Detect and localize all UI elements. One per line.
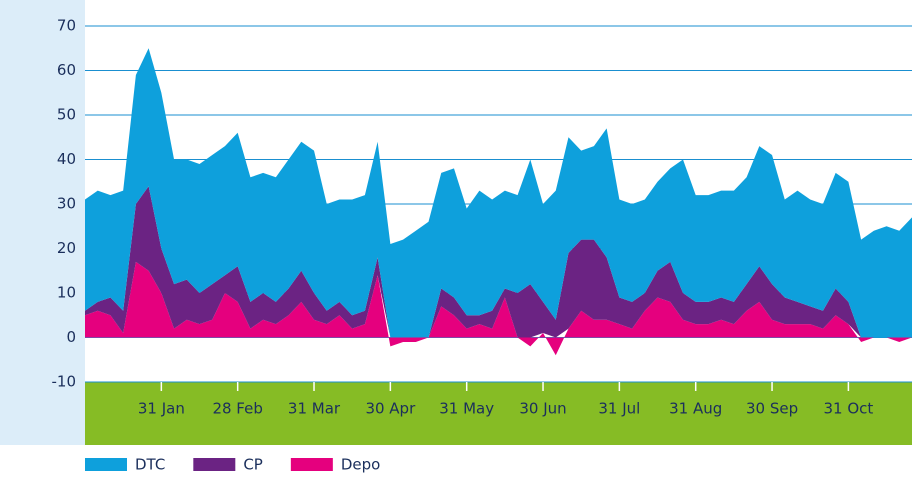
y-tick-label: 30 [57, 195, 76, 213]
x-tick-label: 31 Jul [598, 400, 640, 418]
x-tick-label: 31 Jan [138, 400, 185, 418]
area [85, 186, 912, 338]
area [85, 48, 912, 338]
legend-label: Depo [341, 456, 380, 474]
y-tick-label: 10 [57, 284, 76, 302]
y-tick-label: 50 [57, 106, 76, 124]
x-tick-label: 31 Aug [669, 400, 722, 418]
y-tick-label: 60 [57, 61, 76, 79]
axis-panel [0, 0, 85, 445]
area [85, 261, 912, 356]
areas [85, 48, 912, 356]
x-tick-label: 30 Sep [746, 400, 798, 418]
y-tick-label: 40 [57, 150, 76, 168]
x-tick-label: 30 Jun [519, 400, 566, 418]
y-tick-label: 0 [66, 328, 76, 346]
legend: DTC CP Depo [85, 456, 380, 474]
legend-swatch [290, 458, 333, 471]
legend-label: CP [243, 456, 263, 474]
legend-swatch [85, 458, 127, 471]
legend-label: DTC [135, 456, 165, 474]
x-tick-label: 28 Feb [212, 400, 262, 418]
y-tick-label: 20 [57, 239, 76, 257]
x-tick-label: 31 Mar [288, 400, 341, 418]
y-tick-label: 70 [57, 17, 76, 35]
x-axis-band [85, 382, 912, 445]
x-tick-label: 31 Oct [823, 400, 873, 418]
x-tick-label: 31 May [439, 400, 494, 418]
legend-swatch [193, 458, 236, 471]
y-tick-label: -10 [52, 373, 77, 391]
labels: -10 0 10 20 30 40 50 60 70 31 Jan 28 Feb 31 Mar 30 A… [52, 17, 874, 418]
x-tick-label: 30 Apr [365, 400, 416, 418]
